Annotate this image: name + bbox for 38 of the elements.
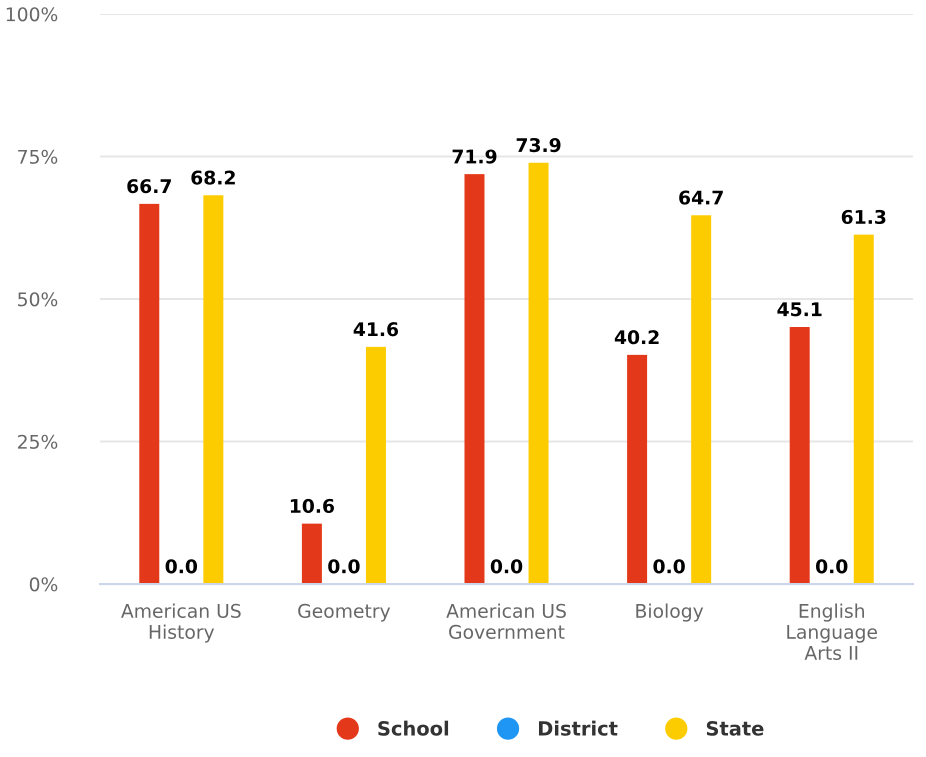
bar [203,195,224,584]
x-tick-label: American US Government [446,603,566,639]
legend-label: School [378,720,448,736]
y-tick-label: 0% [30,577,58,592]
bar [854,234,874,584]
bar [627,354,648,584]
y-tick-label: 25% [18,434,58,449]
data-label: 45.1 [777,302,822,316]
data-label: 64.7 [679,190,723,205]
legend-label: State [706,721,764,736]
data-label: 40.2 [614,330,659,344]
data-label: 0.0 [816,559,848,574]
data-label: 10.6 [290,498,334,514]
y-tick-label: 100% [6,7,58,22]
legend-label: District [538,720,618,736]
x-tick-label: American US History [121,603,241,643]
data-label: 0.0 [490,559,522,574]
data-label: 73.9 [516,138,560,152]
data-label: 61.3 [842,210,886,224]
data-label: 0.0 [166,559,198,574]
bar [528,162,549,584]
data-label: 41.6 [354,322,398,336]
y-tick-label: 50% [18,292,58,306]
bar [139,204,160,584]
y-tick-label: 75% [18,150,58,164]
data-label: 0.0 [328,559,360,574]
x-tick-label: English Language Arts II [787,603,877,660]
x-tick-label: Geometry [298,604,390,622]
data-label: 0.0 [653,559,685,574]
bar [302,524,322,584]
bar [790,326,810,584]
data-label: 68.2 [191,170,235,185]
bar [464,174,484,584]
data-label: 71.9 [452,149,496,164]
bar [691,215,712,584]
bar [366,346,386,584]
x-tick-label: Biology [636,603,704,622]
data-label: 66.7 [127,179,171,194]
